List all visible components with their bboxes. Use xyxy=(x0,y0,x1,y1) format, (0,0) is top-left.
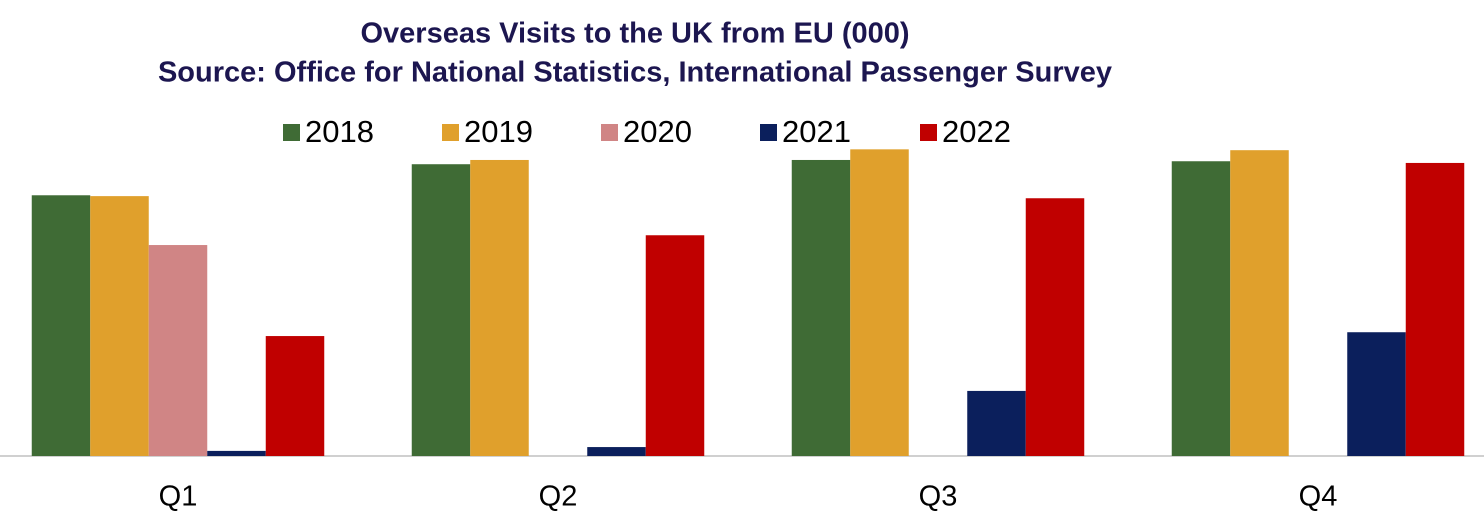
bar xyxy=(207,450,266,456)
chart-subtitle: Source: Office for National Statistics, … xyxy=(158,57,1112,89)
x-tick-label: Q4 xyxy=(1299,481,1338,513)
legend-label: 2018 xyxy=(305,114,374,149)
legend-label: 2019 xyxy=(464,114,533,149)
legend-swatch xyxy=(920,124,937,141)
x-tick-label: Q3 xyxy=(919,481,958,513)
bar xyxy=(148,245,208,456)
x-tick-label: Q2 xyxy=(539,481,578,513)
legend-swatch xyxy=(601,124,618,141)
chart-title: Overseas Visits to the UK from EU (000) xyxy=(360,18,909,50)
legend-label: 2020 xyxy=(623,114,692,149)
bar xyxy=(90,196,149,456)
bar xyxy=(411,164,471,457)
bar xyxy=(470,159,529,456)
legend-label: 2021 xyxy=(782,114,851,149)
legend-swatch xyxy=(442,124,459,141)
bar xyxy=(1347,332,1406,456)
bar xyxy=(645,235,705,456)
bar xyxy=(850,149,909,457)
legend-swatch xyxy=(283,124,300,141)
bar xyxy=(1405,162,1465,457)
x-tick-label: Q1 xyxy=(159,481,198,513)
bar xyxy=(31,195,91,456)
legend-swatch xyxy=(760,124,777,141)
bar xyxy=(587,447,646,456)
legend-label: 2022 xyxy=(942,114,1011,149)
bar xyxy=(1230,150,1289,456)
bar xyxy=(1171,161,1231,456)
bar xyxy=(1025,198,1085,457)
bar xyxy=(967,390,1026,456)
bar xyxy=(791,159,851,456)
bar xyxy=(265,336,325,456)
